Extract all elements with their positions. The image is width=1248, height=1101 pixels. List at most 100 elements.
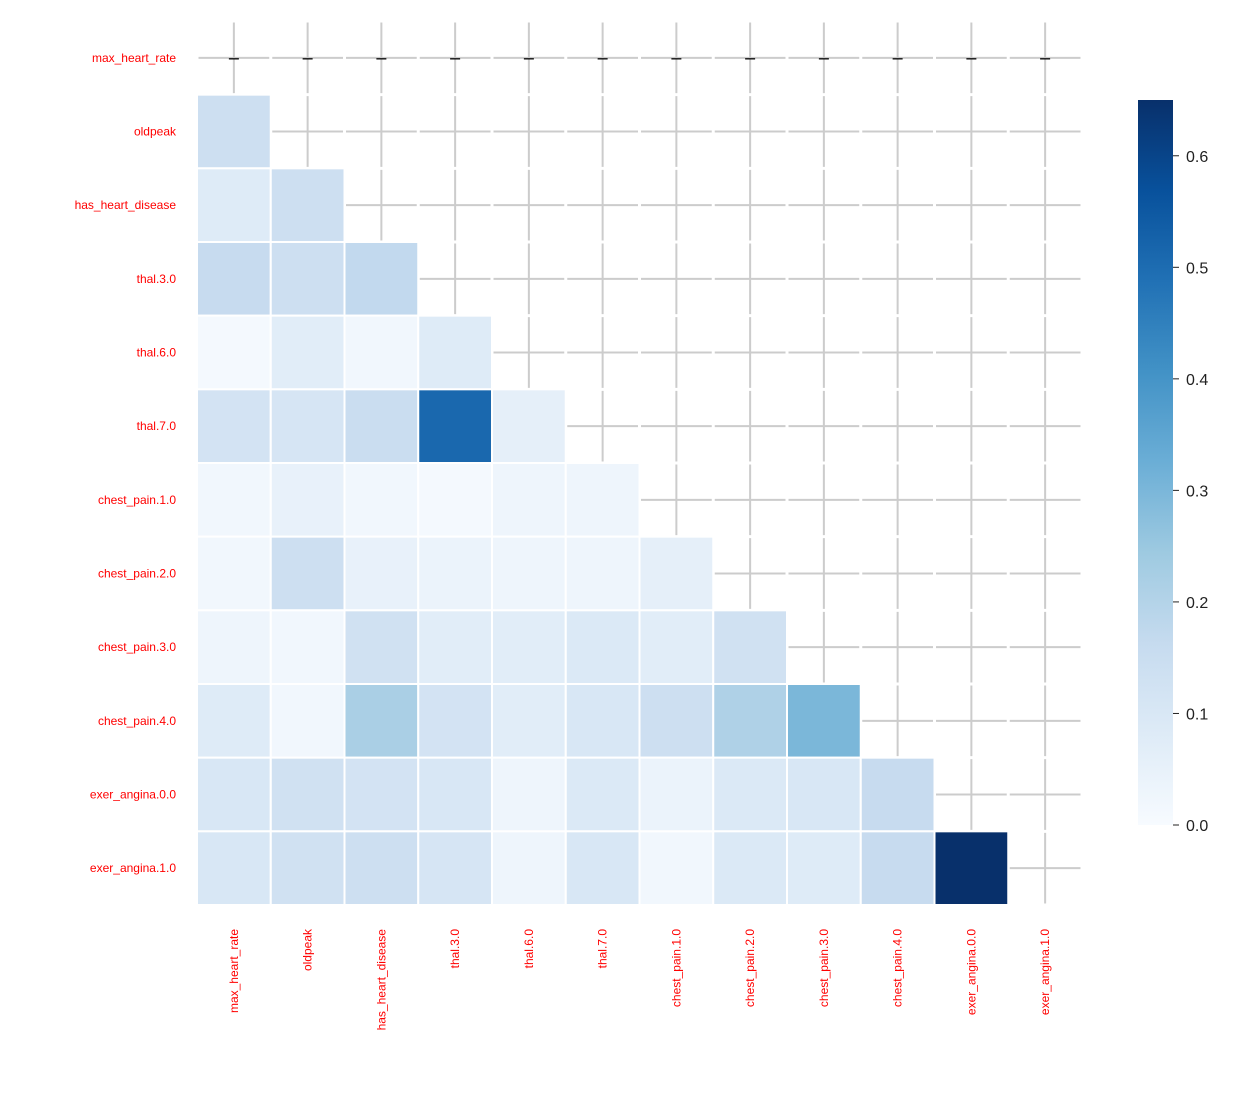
y-tick-label: exer_angina.0.0	[90, 788, 176, 802]
heatmap-cell	[491, 388, 567, 465]
heatmap-cell	[417, 683, 493, 759]
heatmap-cell	[343, 462, 420, 538]
heatmap-cell	[417, 756, 493, 833]
x-tick-label: thal.3.0	[448, 929, 462, 969]
x-tick-label: max_heart_rate	[227, 929, 241, 1013]
heatmap-cell	[564, 609, 641, 685]
heatmap-cell	[269, 756, 346, 833]
heatmap-cell	[638, 535, 715, 612]
heatmap-cell	[491, 535, 567, 612]
heatmap-cell	[491, 462, 567, 538]
y-tick-label: chest_pain.4.0	[98, 714, 176, 728]
y-tick-label: chest_pain.2.0	[98, 567, 176, 581]
heatmap-cell	[343, 314, 420, 391]
heatmap-cell	[269, 241, 346, 317]
heatmap-cell	[491, 830, 567, 906]
x-tick-label: exer_angina.1.0	[1038, 929, 1052, 1015]
x-tick-label: thal.7.0	[596, 929, 610, 969]
y-tick-label: thal.6.0	[137, 346, 177, 360]
x-tick-label: thal.6.0	[522, 929, 536, 969]
heatmap-cell	[196, 609, 272, 685]
x-tick-label: has_heart_disease	[374, 929, 388, 1031]
y-tick-label: exer_angina.1.0	[90, 861, 176, 875]
heatmap-cell	[196, 167, 272, 243]
heatmap-cell	[564, 830, 641, 906]
x-tick-labels: max_heart_rate oldpeak has_heart_disease th…	[227, 928, 1052, 1030]
heatmap-cell	[196, 462, 272, 538]
heatmap-cell	[343, 388, 420, 465]
heatmap-cell	[196, 535, 272, 612]
heatmap-cell	[417, 535, 493, 612]
heatmap-cell	[417, 830, 493, 906]
x-tick-label: oldpeak	[301, 928, 315, 971]
heatmap-cell	[417, 314, 493, 391]
heatmap-cell	[564, 535, 641, 612]
heatmap-cell	[417, 609, 493, 685]
heatmap-cell	[269, 167, 346, 243]
heatmap-cell	[343, 609, 420, 685]
heatmap-cell	[196, 756, 272, 833]
heatmap-cell	[269, 609, 346, 685]
heatmap-cells	[196, 93, 1010, 906]
heatmap-cell	[638, 830, 715, 906]
heatmap-cell	[269, 683, 346, 759]
y-tick-label: thal.7.0	[137, 419, 177, 433]
heatmap-cell	[343, 830, 420, 906]
heatmap-cell	[786, 756, 862, 833]
x-tick-label: chest_pain.4.0	[891, 929, 905, 1007]
colorbar-tick-label: 0.0	[1186, 818, 1208, 835]
heatmap-cell	[564, 756, 641, 833]
colorbar-tick-label: 0.3	[1186, 483, 1208, 500]
colorbar-tick-label: 0.4	[1186, 372, 1208, 389]
heatmap-cell	[491, 756, 567, 833]
heatmap-cell	[564, 462, 641, 538]
colorbar-tick-label: 0.2	[1186, 595, 1208, 612]
heatmap-cell	[638, 609, 715, 685]
x-tick-label: exer_angina.0.0	[964, 929, 978, 1015]
heatmap-cell	[859, 830, 936, 906]
heatmap-cell	[269, 462, 346, 538]
heatmap-cell	[786, 683, 862, 759]
y-tick-label: oldpeak	[134, 125, 177, 139]
heatmap-cell	[859, 756, 936, 833]
colorbar-tick-label: 0.6	[1186, 149, 1208, 166]
colorbar-tick-label: 0.5	[1186, 260, 1208, 277]
heatmap-cell	[417, 462, 493, 538]
x-tick-label: chest_pain.2.0	[743, 929, 757, 1007]
y-tick-label: max_heart_rate	[92, 51, 176, 65]
heatmap-cell	[196, 314, 272, 391]
heatmap-cell	[343, 683, 420, 759]
heatmap-cell	[712, 609, 788, 685]
heatmap-cell	[933, 830, 1010, 906]
heatmap-cell	[269, 388, 346, 465]
colorbar-tick-label: 0.1	[1186, 706, 1208, 723]
y-tick-label: chest_pain.3.0	[98, 640, 176, 654]
heatmap-cell	[712, 830, 788, 906]
y-tick-label: has_heart_disease	[75, 198, 177, 212]
heatmap-cell	[638, 756, 715, 833]
heatmap-cell	[269, 535, 346, 612]
heatmap-cell	[417, 388, 493, 465]
heatmap-cell	[269, 830, 346, 906]
heatmap-cell	[196, 830, 272, 906]
heatmap-cell	[196, 683, 272, 759]
heatmap-cell	[491, 683, 567, 759]
y-tick-label: chest_pain.1.0	[98, 493, 176, 507]
heatmap-cell	[638, 683, 715, 759]
heatmap-cell	[712, 683, 788, 759]
heatmap-cell	[491, 609, 567, 685]
heatmap-cell	[564, 683, 641, 759]
heatmap-cell	[343, 756, 420, 833]
heatmap-cell	[712, 756, 788, 833]
colorbar	[1138, 100, 1173, 825]
x-tick-label: chest_pain.3.0	[817, 929, 831, 1007]
y-tick-label: thal.3.0	[137, 272, 177, 286]
heatmap-cell	[343, 535, 420, 612]
heatmap-cell	[269, 314, 346, 391]
heatmap-cell	[343, 241, 420, 317]
heatmap-cell	[196, 93, 272, 170]
heatmap-cell	[786, 830, 862, 906]
heatmap-cell	[196, 241, 272, 317]
